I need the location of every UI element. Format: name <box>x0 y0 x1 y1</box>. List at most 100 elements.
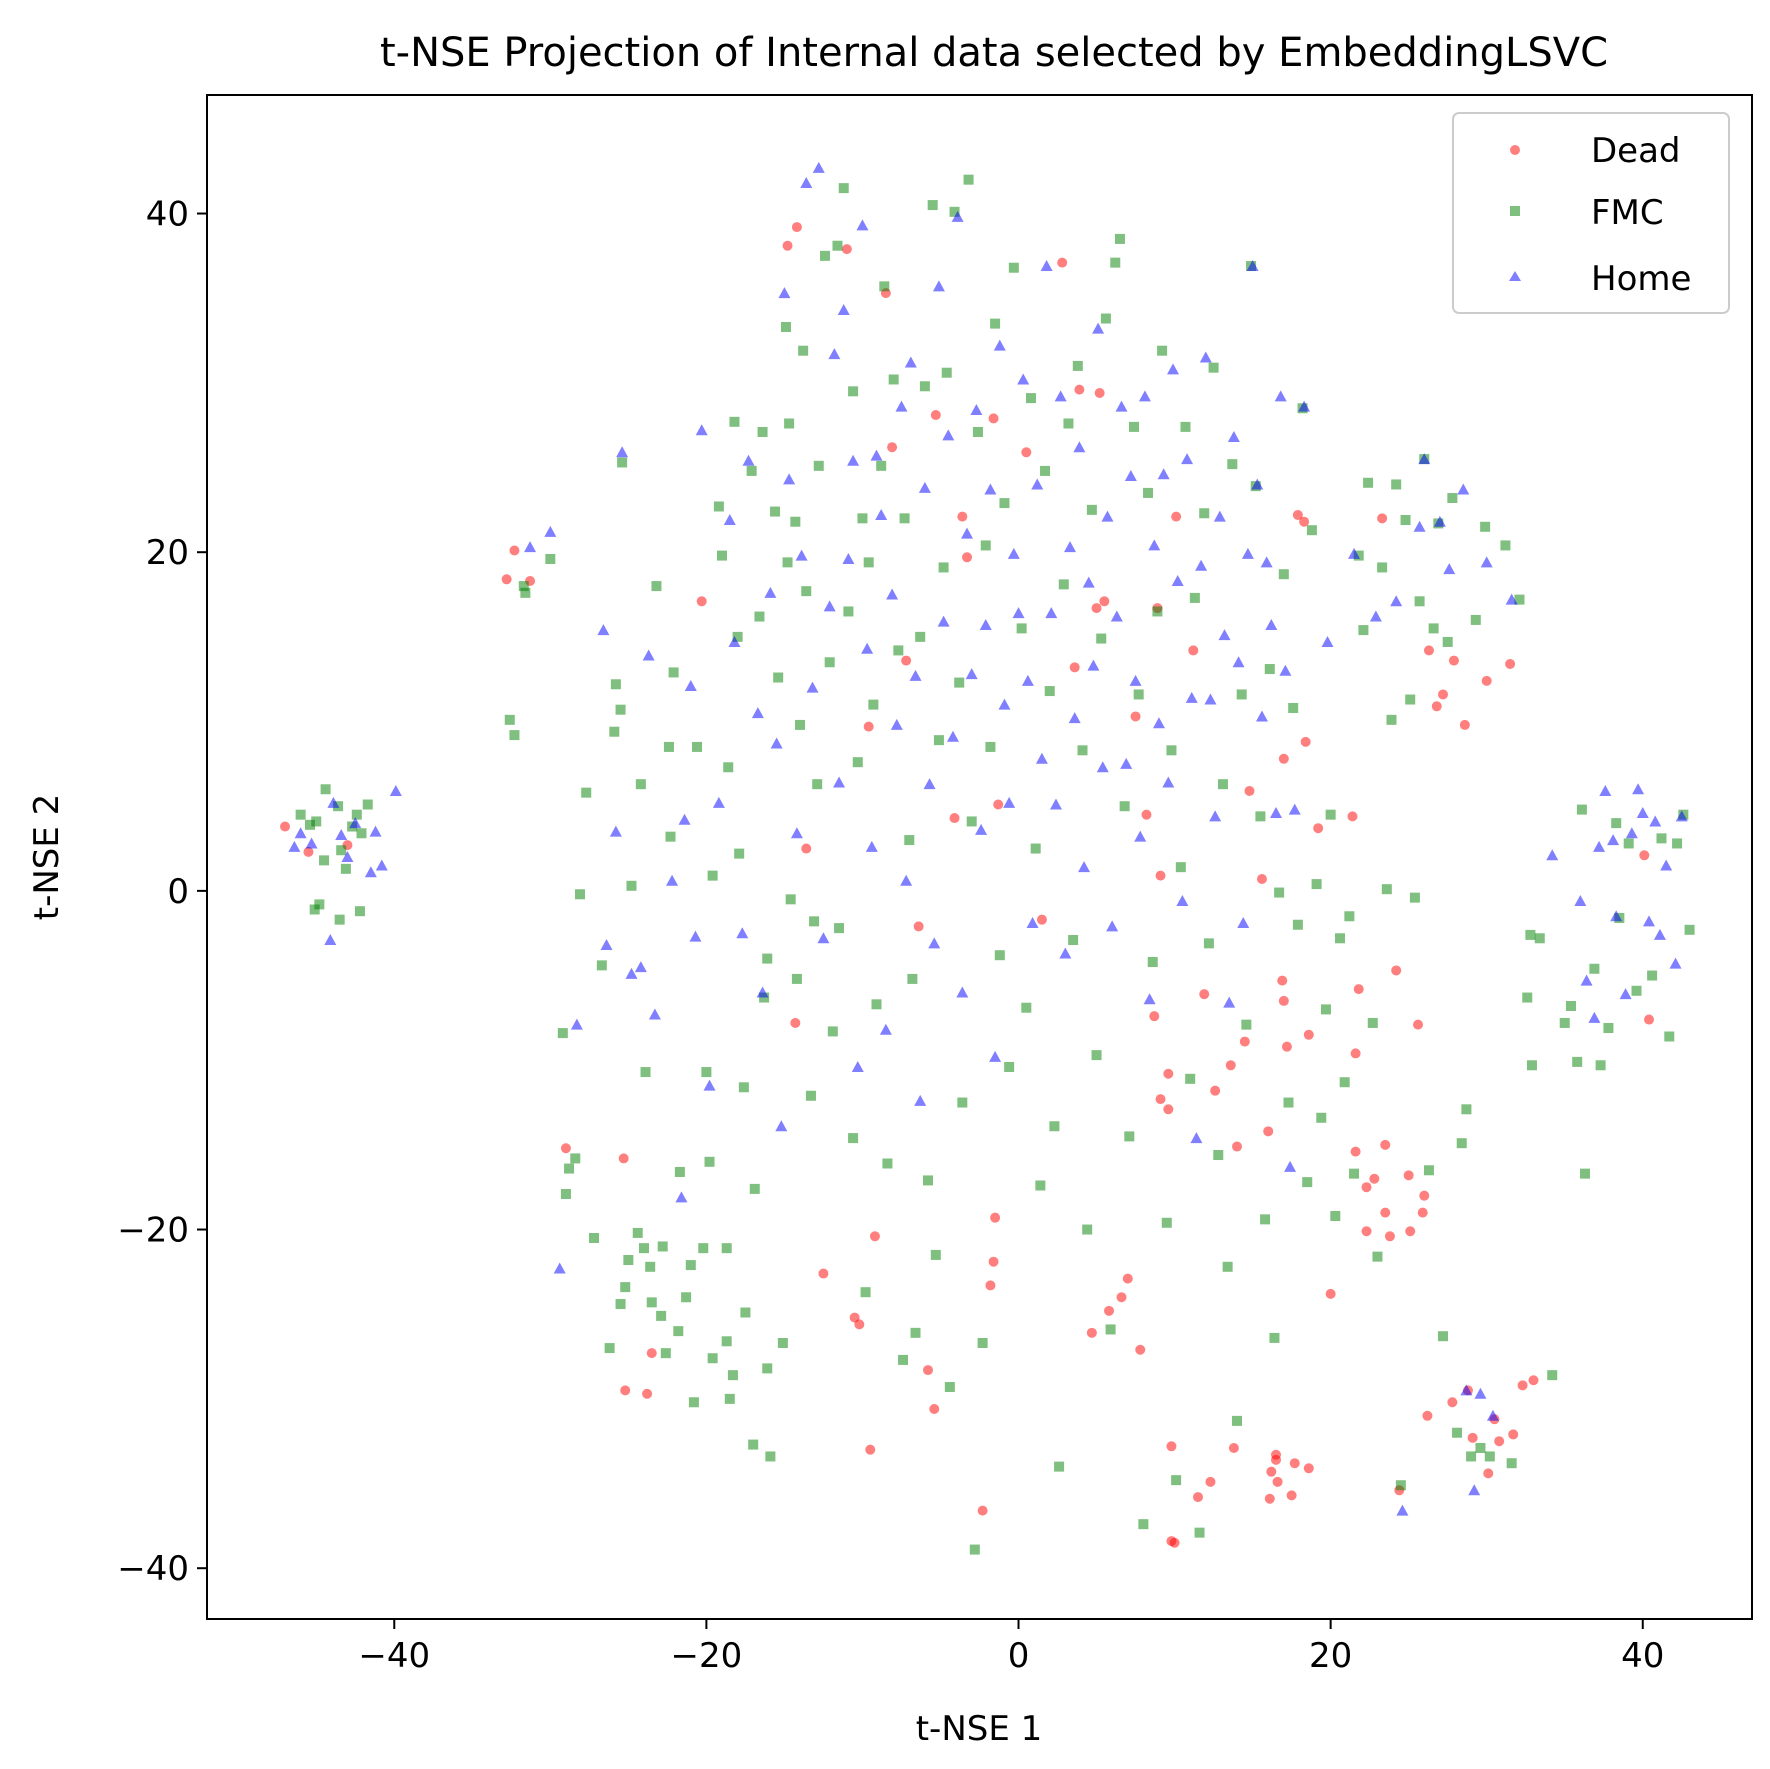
point-fmc <box>721 1243 732 1254</box>
point-fmc <box>777 1337 788 1348</box>
point-dead <box>1069 662 1080 673</box>
point-fmc <box>1255 811 1266 822</box>
point-fmc <box>749 1183 760 1194</box>
point-dead <box>1094 388 1105 399</box>
point-fmc <box>762 953 773 964</box>
point-fmc <box>784 418 795 429</box>
point-home <box>1003 796 1016 808</box>
point-fmc <box>1506 1458 1517 1469</box>
point-fmc <box>1559 1017 1570 1028</box>
point-home <box>1176 895 1189 907</box>
point-fmc <box>1320 1004 1331 1015</box>
point-fmc <box>504 714 515 725</box>
point-fmc <box>707 870 718 881</box>
point-fmc <box>1344 911 1355 922</box>
point-fmc <box>980 540 991 551</box>
point-fmc <box>732 631 743 642</box>
point-fmc <box>1129 421 1139 432</box>
point-home <box>1246 260 1259 272</box>
point-home <box>979 619 992 631</box>
point-fmc <box>674 1166 685 1177</box>
point-fmc <box>1428 623 1439 634</box>
point-dead <box>1210 1085 1221 1096</box>
point-home <box>833 776 846 788</box>
point-home <box>1162 776 1175 788</box>
point-fmc <box>1133 689 1144 700</box>
point-home <box>675 1191 688 1203</box>
point-fmc <box>609 726 620 737</box>
point-fmc <box>1161 1217 1172 1228</box>
point-fmc <box>295 809 306 820</box>
point-fmc <box>857 513 868 524</box>
point-fmc <box>1082 1224 1093 1235</box>
point-fmc <box>1572 1056 1583 1067</box>
point-dead <box>1353 984 1364 995</box>
point-fmc <box>923 1175 933 1186</box>
point-fmc <box>765 1451 776 1462</box>
point-fmc <box>1400 515 1411 526</box>
point-home <box>695 424 708 436</box>
point-home <box>1031 478 1044 490</box>
point-home <box>998 698 1011 710</box>
point-home <box>1073 441 1086 453</box>
point-fmc <box>610 679 621 690</box>
point-fmc <box>1447 493 1458 504</box>
point-fmc <box>1623 838 1634 849</box>
point-dead <box>1289 1458 1300 1469</box>
point-fmc <box>824 657 835 668</box>
point-home <box>1124 470 1137 481</box>
point-home <box>909 669 922 681</box>
point-home <box>723 514 736 526</box>
point-dead <box>1448 655 1459 666</box>
point-fmc <box>1316 1112 1327 1123</box>
point-dead <box>1232 1141 1242 1152</box>
point-fmc <box>785 894 796 905</box>
point-home <box>1049 798 1062 810</box>
point-dead <box>1447 1397 1458 1408</box>
point-home <box>870 449 883 461</box>
point-home <box>1279 664 1292 676</box>
point-fmc <box>1377 562 1388 573</box>
point-dead <box>560 1143 571 1154</box>
point-dead <box>1299 516 1310 527</box>
point-fmc <box>305 819 315 830</box>
point-fmc <box>813 460 824 471</box>
point-home <box>553 1262 566 1274</box>
legend-marker-dead <box>1510 145 1520 155</box>
point-home <box>703 1079 716 1091</box>
point-home <box>1012 607 1025 619</box>
point-dead <box>1494 1436 1505 1447</box>
point-fmc <box>899 513 910 524</box>
point-home <box>842 552 855 564</box>
point-home <box>1284 1160 1297 1172</box>
point-fmc <box>721 1336 732 1347</box>
point-fmc <box>1534 933 1545 944</box>
point-fmc <box>1138 1519 1149 1530</box>
point-fmc <box>309 904 320 915</box>
point-fmc <box>1063 418 1074 429</box>
point-home <box>634 961 647 973</box>
point-dead <box>993 799 1004 810</box>
point-home <box>1195 559 1208 571</box>
point-fmc <box>723 762 734 773</box>
point-fmc <box>1414 596 1425 607</box>
point-fmc <box>1466 1451 1477 1462</box>
point-dead <box>1130 711 1141 722</box>
point-fmc <box>1030 843 1041 854</box>
point-dead <box>1149 1011 1160 1022</box>
point-fmc <box>1199 508 1210 519</box>
point-home <box>1274 390 1287 402</box>
point-home <box>951 210 964 222</box>
point-home <box>890 718 903 730</box>
point-home <box>861 642 874 654</box>
point-dead <box>618 1153 629 1164</box>
y-tick-label: −40 <box>117 1549 189 1589</box>
point-home <box>1649 815 1662 827</box>
point-home <box>1457 483 1470 495</box>
point-home <box>1265 619 1278 631</box>
point-dead <box>1369 1173 1380 1184</box>
point-home <box>1092 322 1105 334</box>
point-fmc <box>596 960 607 971</box>
y-tick-label: 40 <box>146 195 189 235</box>
